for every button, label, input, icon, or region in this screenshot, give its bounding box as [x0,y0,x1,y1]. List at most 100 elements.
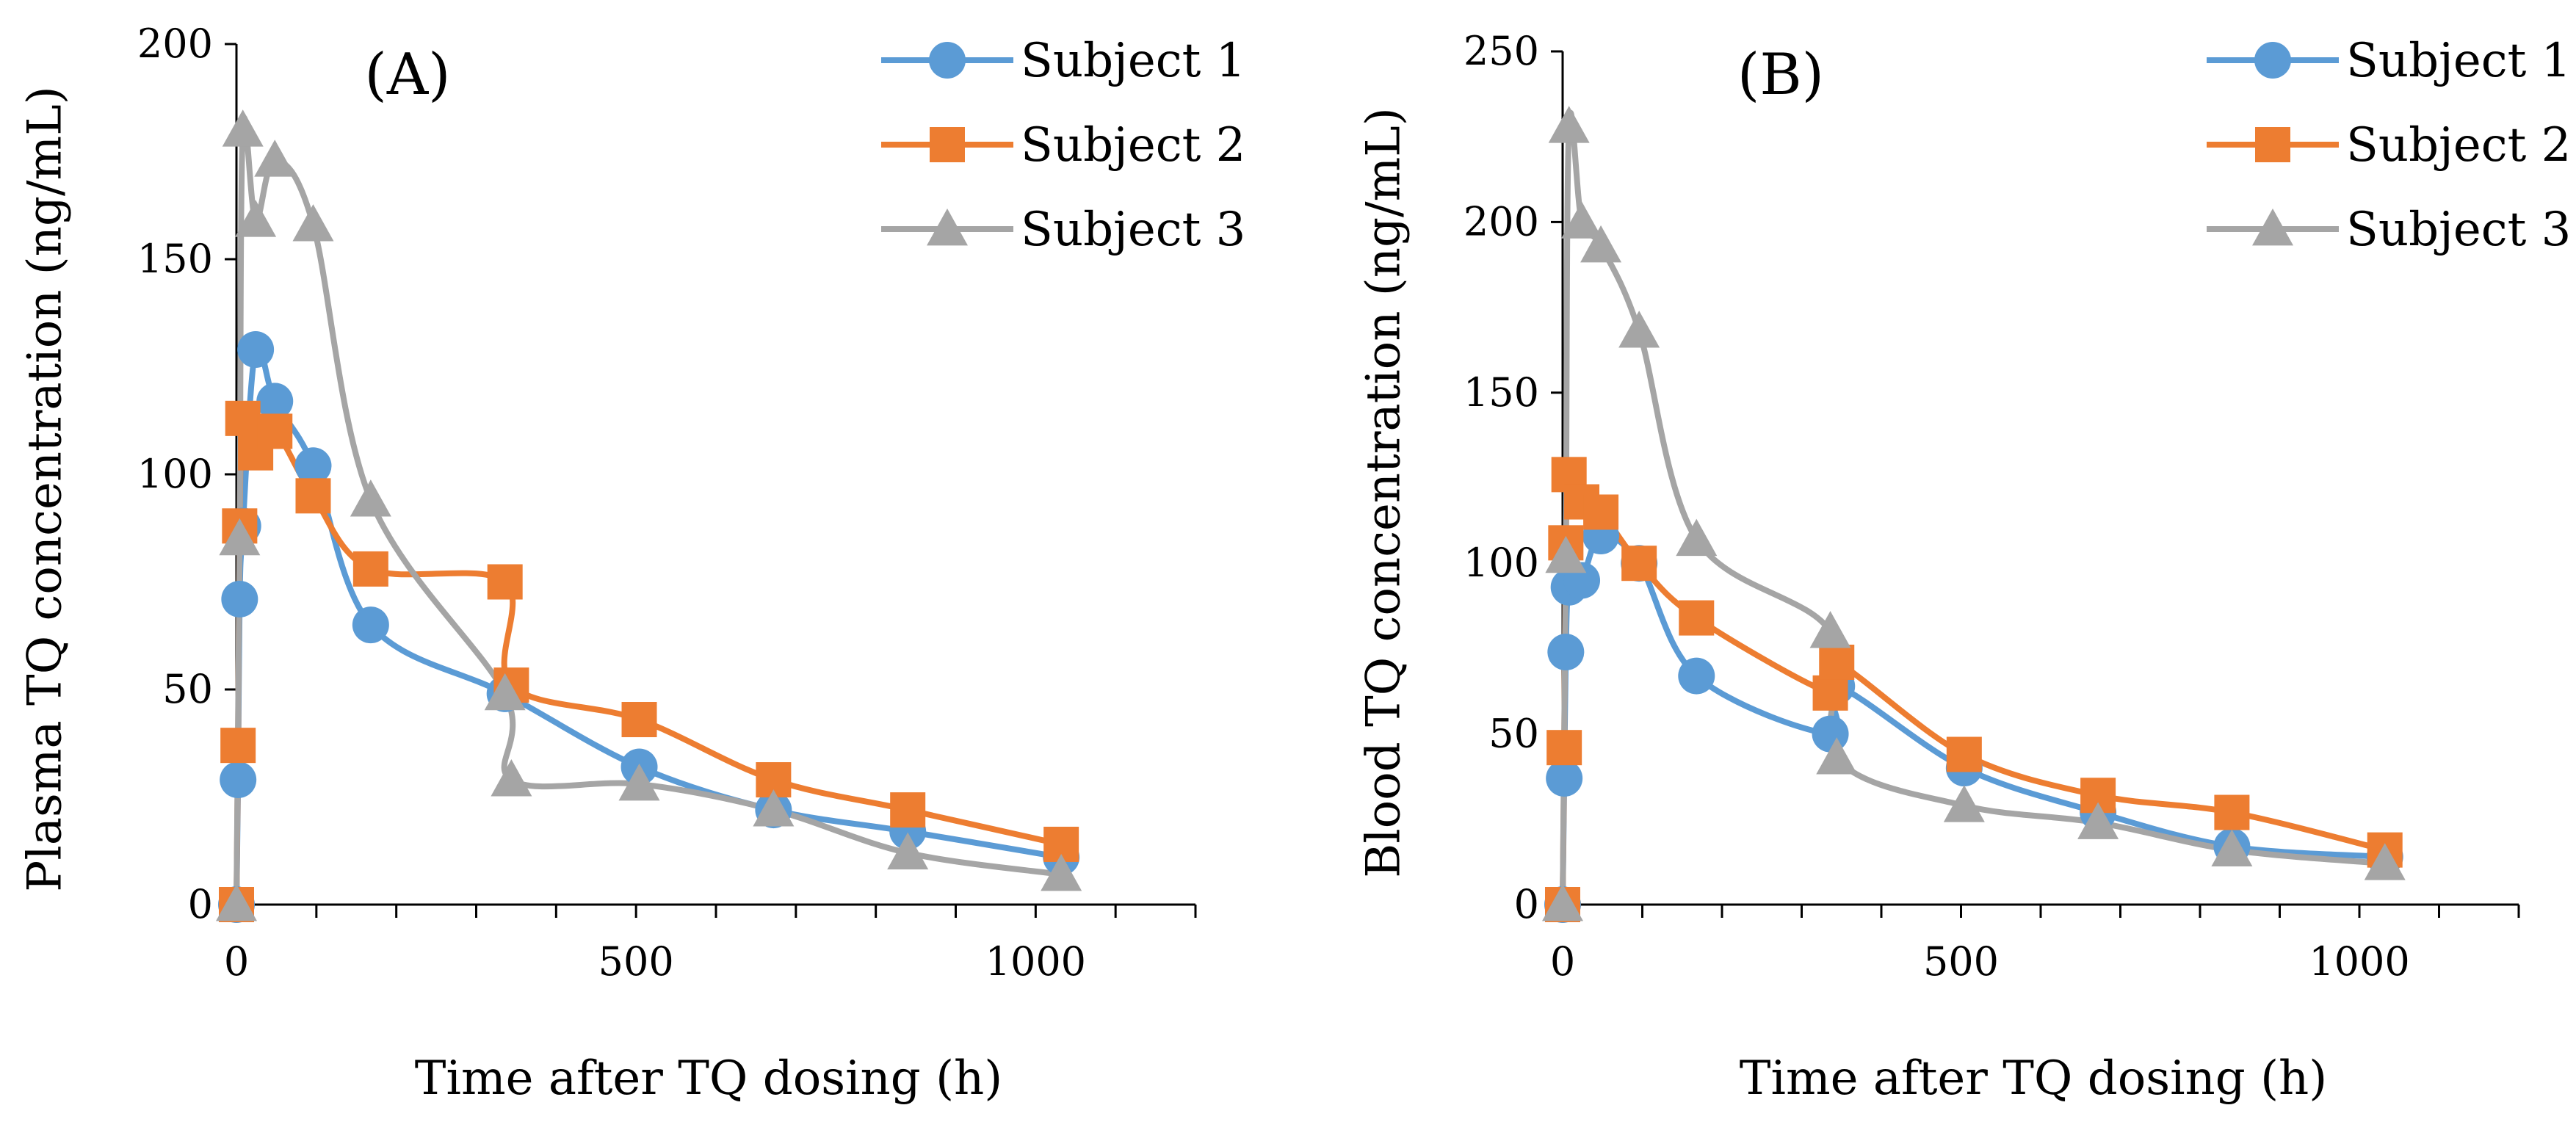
data-point-subject-3 [1561,201,1603,239]
data-point-subject-3 [216,884,257,921]
data-point-subject-2 [487,564,523,600]
data-point-subject-3 [1809,611,1851,648]
series-line-2 [234,413,1065,908]
legend-entry: Subject 1 [881,34,1245,88]
data-point-subject-1 [1546,760,1583,797]
legend-entry: Subject 1 [2207,34,2571,88]
y-tick-label: 50 [162,666,213,712]
x-tick-label: 1000 [2309,938,2409,985]
data-point-subject-2 [257,413,293,449]
data-point-subject-1 [1812,715,1849,753]
data-point-subject-2 [621,702,657,738]
data-point-subject-1 [256,383,294,420]
y-tick-label: 100 [1464,540,1539,586]
data-point-subject-3 [1816,737,1858,775]
y-tick-label: 50 [1488,711,1539,757]
legend-marker [930,127,965,162]
data-point-subject-3 [350,479,391,517]
data-point-subject-3 [491,759,532,797]
data-point-subject-3 [1580,225,1622,263]
y-tick-label: 0 [188,881,213,927]
panel-b: 0 50 100 150 200 250 0 500 1000 Time after TQ dos… [1356,28,2571,1106]
data-point-subject-2 [295,478,331,514]
data-point-subject-3 [219,518,261,556]
x-tick-label: 0 [224,938,249,985]
data-point-subject-3 [1618,311,1660,348]
x-axis-title: Time after TQ dosing (h) [1740,1051,2327,1106]
y-tick-label: 100 [137,451,213,497]
data-point-subject-2 [1621,546,1657,582]
legend-label: Subject 2 [2346,118,2571,173]
legend-label: Subject 1 [2346,34,2571,88]
data-point-subject-1 [221,580,258,617]
legend-marker [2255,127,2290,162]
legend-label: Subject 1 [1021,34,1245,88]
legend-label: Subject 3 [1021,203,1245,257]
series-line-1 [1560,532,2388,908]
data-point-subject-3 [2211,829,2253,867]
legend-marker [927,209,968,246]
y-tick-label: 250 [1464,28,1539,74]
data-point-subject-3 [1542,884,1583,921]
data-point-subject-2 [890,792,926,828]
legend-entry: Subject 3 [881,203,1245,257]
data-point-subject-3 [887,832,929,870]
data-point-subject-2 [1583,494,1619,530]
legend-marker [2252,209,2293,246]
data-point-subject-1 [237,331,275,369]
data-point-subject-1 [294,447,332,485]
data-point-subject-2 [220,728,256,764]
data-point-subject-3 [1943,785,1985,822]
y-tick-label: 0 [1514,881,1539,927]
y-tick-label: 150 [137,236,213,282]
data-point-subject-1 [352,606,389,644]
data-point-subject-3 [1041,853,1082,891]
panel-a: 0 50 100 150 200 0 500 1000 Time after TQ dosing… [18,21,1245,1106]
data-point-subject-1 [1547,634,1585,671]
series-line-3 [1560,109,2388,908]
y-tick-label: 200 [1464,198,1539,245]
data-point-subject-3 [1676,518,1718,557]
data-point-subject-3 [2077,802,2119,839]
legend-entry: Subject 2 [881,118,1245,173]
data-point-subject-3 [222,109,264,147]
data-point-subject-2 [1819,644,1855,680]
legend-marker [929,42,966,79]
x-tick-label: 1000 [985,938,1086,985]
data-point-subject-2 [2214,794,2250,830]
data-point-subject-3 [1545,535,1587,573]
data-point-subject-3 [292,204,334,242]
data-point-subject-3 [618,763,660,801]
x-tick-label: 0 [1550,938,1575,985]
x-tick-label: 500 [1923,938,1999,985]
data-point-subject-3 [753,789,795,827]
legend-label: Subject 3 [2346,203,2571,257]
data-point-subject-3 [254,140,296,177]
data-point-subject-1 [220,761,257,799]
x-axis-title: Time after TQ dosing (h) [415,1051,1002,1106]
data-point-subject-3 [235,200,277,237]
y-axis-title: Plasma TQ concentration (ng/mL) [18,86,72,891]
data-point-subject-2 [1946,736,1982,772]
legend-entry: Subject 2 [2207,118,2571,173]
data-point-subject-3 [1548,106,1590,143]
legend-marker [2254,42,2291,79]
data-point-subject-3 [2364,843,2406,880]
panel-title: (A) [364,42,450,108]
data-point-subject-2 [1812,675,1848,711]
data-point-subject-3 [484,673,526,711]
data-point-subject-2 [352,551,388,587]
data-point-subject-1 [1678,657,1715,695]
legend-entry: Subject 3 [2207,203,2571,257]
series-line-3 [234,115,1065,908]
y-tick-label: 150 [1464,369,1539,416]
y-axis-title: Blood TQ concentration (ng/mL) [1356,107,1411,878]
x-tick-label: 500 [598,938,674,985]
data-point-subject-2 [225,400,261,436]
data-point-subject-2 [1546,730,1582,766]
legend-label: Subject 2 [1021,118,1245,173]
panel-title: (B) [1737,42,1824,108]
data-point-subject-2 [1679,600,1715,636]
y-tick-label: 200 [137,21,213,67]
